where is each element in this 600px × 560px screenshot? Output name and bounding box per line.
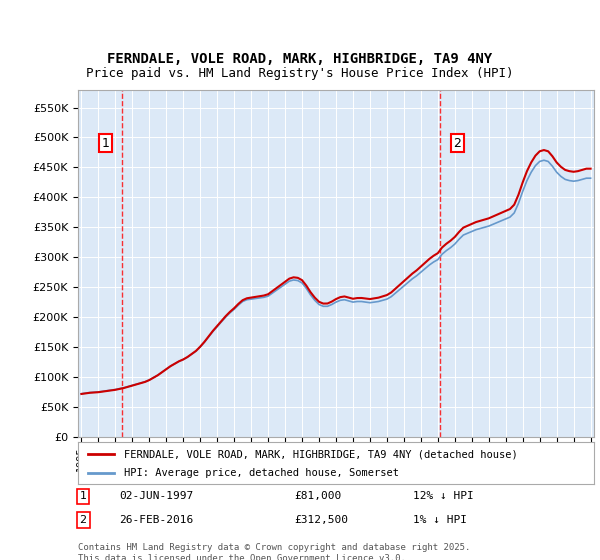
Text: 02-JUN-1997: 02-JUN-1997 [119, 492, 194, 501]
Text: 2: 2 [80, 515, 87, 525]
Text: £312,500: £312,500 [295, 515, 349, 525]
Text: Price paid vs. HM Land Registry's House Price Index (HPI): Price paid vs. HM Land Registry's House … [86, 67, 514, 81]
Text: 12% ↓ HPI: 12% ↓ HPI [413, 492, 474, 501]
Text: 2: 2 [454, 137, 461, 150]
Text: 1: 1 [101, 137, 109, 150]
Text: £81,000: £81,000 [295, 492, 342, 501]
Text: HPI: Average price, detached house, Somerset: HPI: Average price, detached house, Some… [124, 468, 400, 478]
Text: FERNDALE, VOLE ROAD, MARK, HIGHBRIDGE, TA9 4NY (detached house): FERNDALE, VOLE ROAD, MARK, HIGHBRIDGE, T… [124, 449, 518, 459]
Text: 26-FEB-2016: 26-FEB-2016 [119, 515, 194, 525]
Text: FERNDALE, VOLE ROAD, MARK, HIGHBRIDGE, TA9 4NY: FERNDALE, VOLE ROAD, MARK, HIGHBRIDGE, T… [107, 52, 493, 66]
Text: 1: 1 [80, 492, 86, 501]
Text: Contains HM Land Registry data © Crown copyright and database right 2025.
This d: Contains HM Land Registry data © Crown c… [78, 543, 470, 560]
Text: 1% ↓ HPI: 1% ↓ HPI [413, 515, 467, 525]
